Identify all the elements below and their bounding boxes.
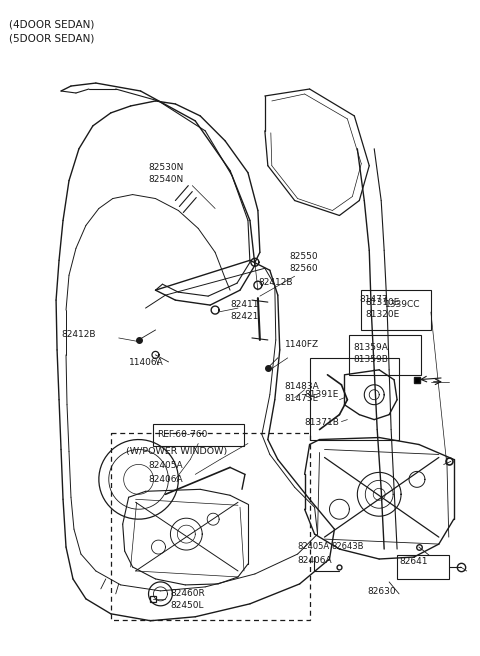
Text: 81391E: 81391E bbox=[305, 390, 339, 399]
Text: 82406A: 82406A bbox=[298, 556, 332, 565]
Text: 82406A: 82406A bbox=[148, 476, 183, 484]
Text: 82560: 82560 bbox=[290, 264, 318, 274]
Text: 81359B: 81359B bbox=[353, 355, 388, 364]
Text: (W/POWER WINDOW): (W/POWER WINDOW) bbox=[126, 447, 227, 457]
Text: 82405A: 82405A bbox=[148, 461, 183, 470]
Text: 82530N: 82530N bbox=[148, 163, 184, 172]
Text: 81310E: 81310E bbox=[365, 298, 400, 307]
Text: 82405A: 82405A bbox=[298, 542, 330, 551]
Text: 82412B: 82412B bbox=[61, 330, 96, 339]
Text: (4DOOR SEDAN): (4DOOR SEDAN) bbox=[9, 19, 95, 30]
Text: REF.60-760: REF.60-760 bbox=[157, 430, 208, 439]
Text: 1140FZ: 1140FZ bbox=[285, 340, 319, 349]
Text: 81483A: 81483A bbox=[285, 382, 320, 391]
Text: 81477: 81477 bbox=[360, 295, 388, 304]
Text: 82450L: 82450L bbox=[170, 602, 204, 610]
Text: 1339CC: 1339CC bbox=[385, 300, 420, 309]
Text: 81320E: 81320E bbox=[365, 310, 399, 319]
Text: 82643B: 82643B bbox=[332, 542, 364, 551]
Text: 82540N: 82540N bbox=[148, 174, 184, 184]
Text: 82460R: 82460R bbox=[170, 589, 205, 598]
Text: 82630: 82630 bbox=[367, 587, 396, 596]
Text: (5DOOR SEDAN): (5DOOR SEDAN) bbox=[9, 33, 95, 43]
Text: 82411: 82411 bbox=[230, 300, 259, 309]
Text: 81473E: 81473E bbox=[285, 394, 319, 403]
Text: 82412B: 82412B bbox=[258, 278, 292, 287]
Text: 82550: 82550 bbox=[290, 253, 318, 261]
Text: 11406A: 11406A bbox=[129, 358, 163, 367]
Text: 81371B: 81371B bbox=[305, 418, 339, 426]
Text: 82641: 82641 bbox=[399, 557, 428, 566]
Text: 81359A: 81359A bbox=[353, 343, 388, 352]
FancyBboxPatch shape bbox=[153, 424, 244, 445]
Text: 82421: 82421 bbox=[230, 312, 258, 321]
